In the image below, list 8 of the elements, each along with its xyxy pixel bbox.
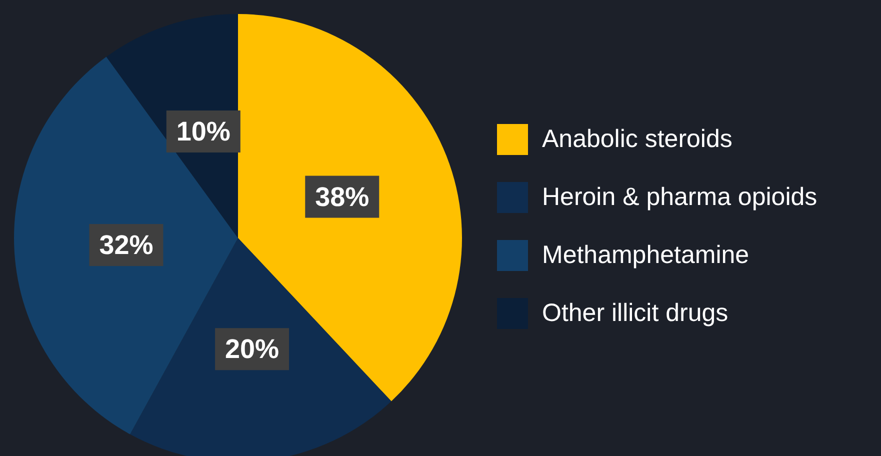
- data-label: 10%: [176, 116, 230, 146]
- legend-label: Methamphetamine: [542, 240, 750, 270]
- legend-label: Anabolic steroids: [542, 124, 732, 154]
- data-label: 38%: [315, 182, 370, 212]
- legend-label: Heroin & pharma opioids: [542, 182, 818, 212]
- data-label: 32%: [99, 230, 154, 260]
- data-label: 20%: [225, 334, 280, 364]
- legend-label: Other illicit drugs: [542, 298, 728, 328]
